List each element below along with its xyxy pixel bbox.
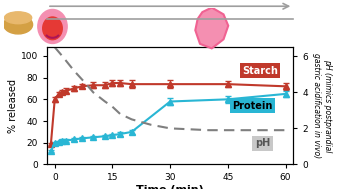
Circle shape [43, 17, 62, 40]
Ellipse shape [4, 15, 33, 34]
Text: Starch: Starch [242, 66, 278, 76]
Y-axis label: pH (mimics postprandial
gastric acidification in vivo): pH (mimics postprandial gastric acidific… [312, 53, 332, 158]
Circle shape [38, 9, 67, 43]
Polygon shape [195, 8, 228, 48]
X-axis label: Time (min): Time (min) [136, 185, 204, 189]
Ellipse shape [4, 12, 32, 24]
Text: pH: pH [255, 138, 270, 148]
Y-axis label: % released: % released [8, 79, 18, 133]
Text: Protein: Protein [232, 101, 273, 111]
